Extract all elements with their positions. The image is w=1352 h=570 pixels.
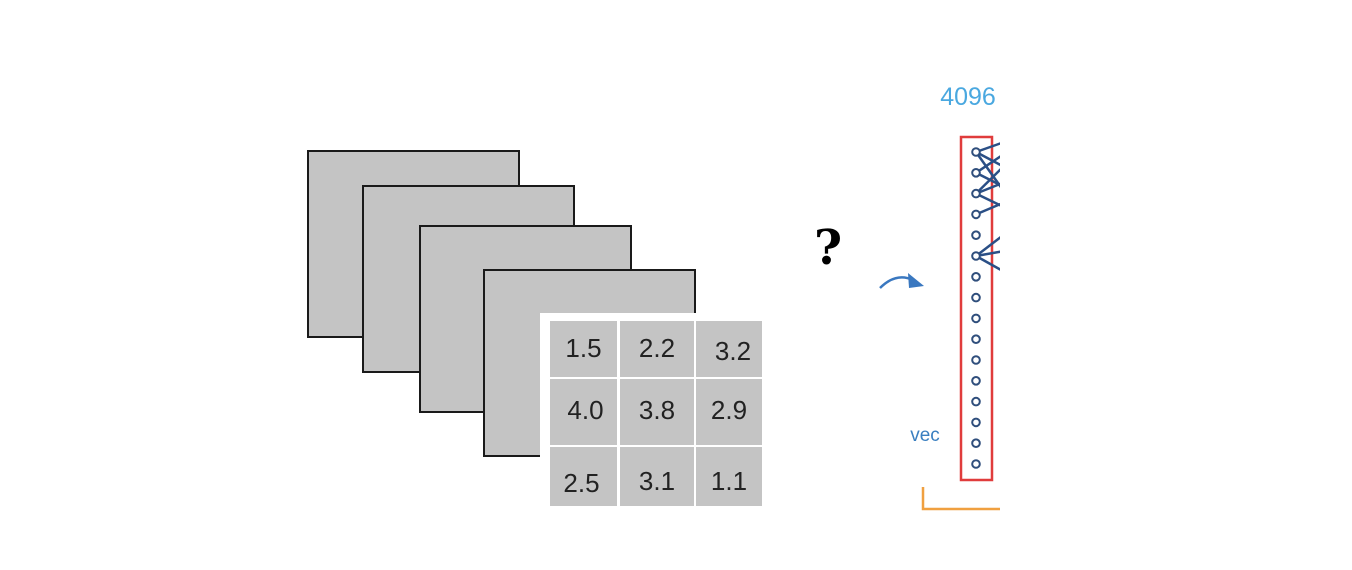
grid-cell-value: 1.1 [711,466,747,496]
question-mark: ? [814,220,842,276]
grid-cell-value: 4.0 [567,395,603,425]
vector-node [971,147,981,157]
grid-cell [696,379,762,445]
vector-node [971,438,981,449]
vector-node [971,230,981,240]
vector-node [971,272,981,282]
grid-cell [696,447,762,506]
grid-cell-value: 1.5 [565,333,601,363]
vector-column: 4096 vec [910,83,1012,511]
vector-node [971,334,981,345]
grid-cell [620,379,694,445]
vector-node [971,313,981,324]
vector-node [971,396,981,407]
crop-mask [1000,0,1352,570]
vector-node [971,355,981,365]
grid-cell [550,447,617,506]
vector-label: vec [910,425,940,446]
vector-node [971,292,981,303]
grid-cell [620,321,694,377]
grid-cell-value: 2.5 [563,468,599,498]
grid-cell [550,379,617,445]
vector-node [971,209,981,220]
grid-cell [550,321,617,377]
vector-node [971,459,981,469]
value-grid: 1.5 2.2 3.2 4.0 3.8 2.9 2.5 3.1 1.1 [540,313,762,508]
grid-cell-value: 2.9 [711,395,747,425]
curved-arrow-icon [879,273,924,289]
vector-bracket [921,487,1000,511]
vector-box [959,135,994,482]
vector-node [971,417,981,428]
grid-cell [696,321,762,377]
grid-cell-value: 3.2 [715,336,751,366]
grid-cell-value: 2.2 [639,333,675,363]
grid-cell [620,447,694,506]
vector-node [971,188,981,199]
vector-node [971,376,981,386]
vector-node [971,168,981,178]
vector-size-label: 4096 [940,83,996,111]
grid-cell-value: 3.8 [639,395,675,425]
grid-cell-value: 3.1 [639,466,675,496]
vector-node [971,251,981,261]
